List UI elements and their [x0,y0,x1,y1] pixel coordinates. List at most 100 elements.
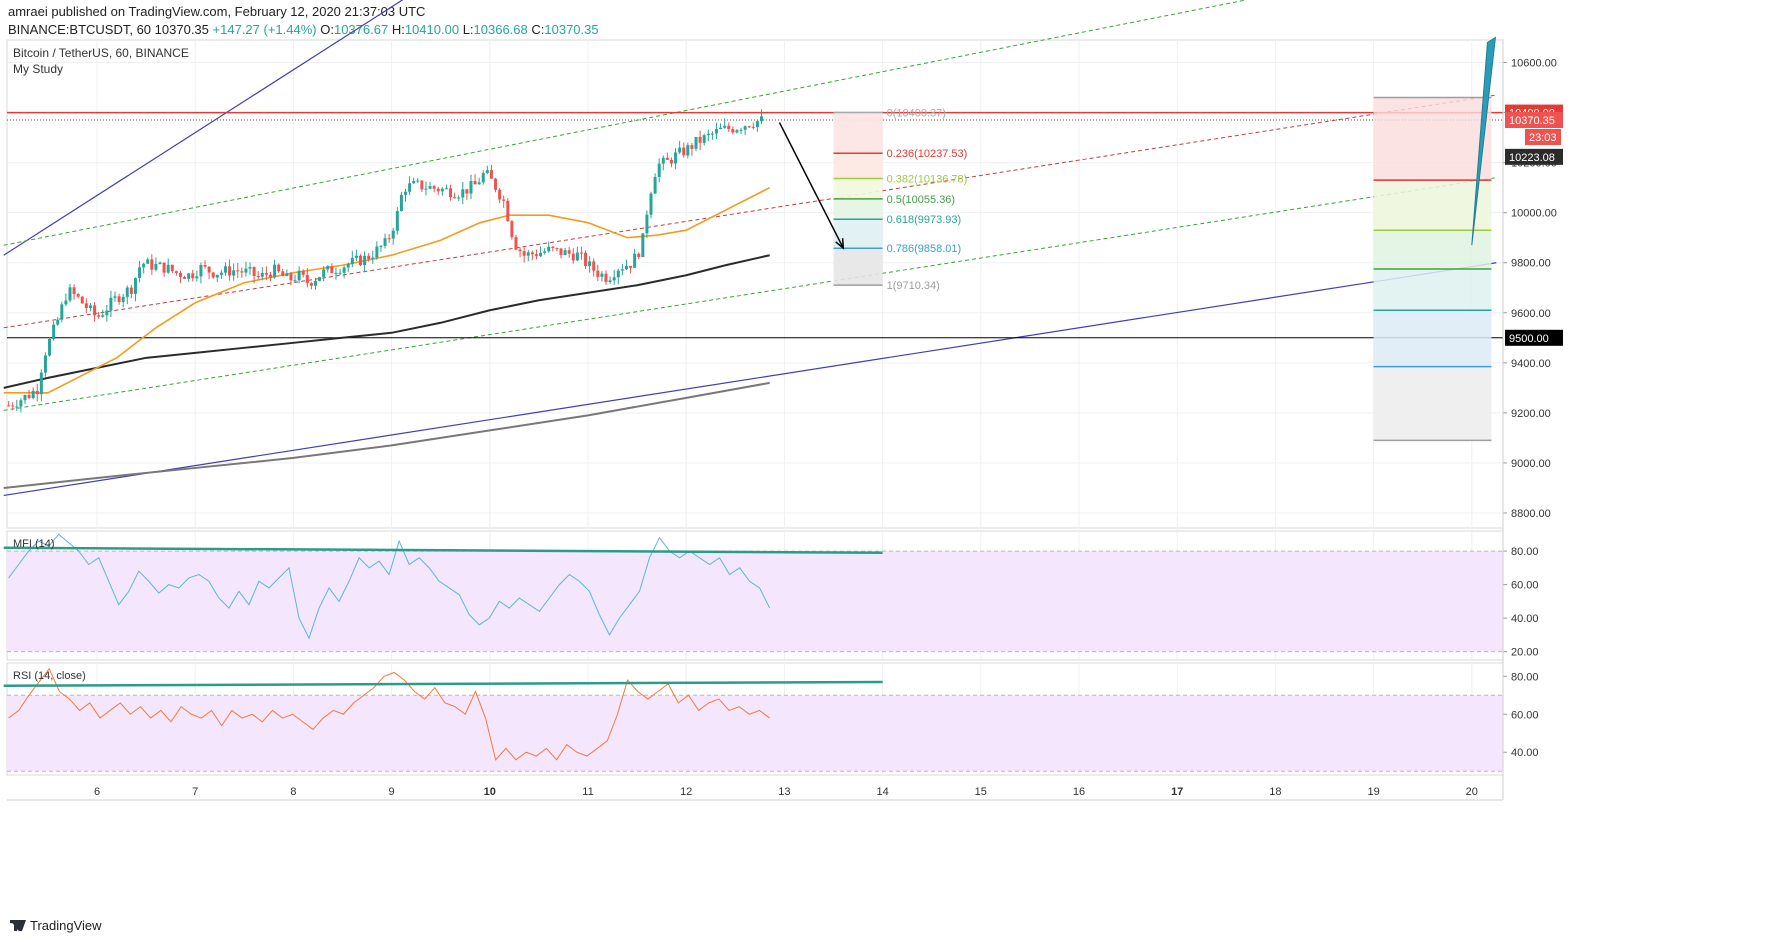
close-label: C: [531,22,545,37]
x-tick-label: 19 [1367,786,1379,798]
candle-body [588,261,592,267]
candle-body [645,214,649,234]
candle-body [494,178,498,190]
candle-body [469,181,473,194]
candle-body [453,197,457,199]
candle-body [678,147,682,153]
candle-body [211,272,215,278]
candle-body [596,270,600,277]
candle-body [526,252,530,256]
candle-body [133,278,137,294]
fib-zone [833,112,883,154]
candle-body [751,126,755,128]
candle-body [653,177,657,194]
candle-body [731,129,735,133]
rsi-y-tick-label: 40.00 [1511,747,1539,759]
candle-body [387,238,391,240]
candle-body [154,264,158,270]
price-label-bg [1505,329,1563,346]
candle-body [342,267,346,273]
candle-body [440,188,444,192]
x-tick-label: 11 [582,786,593,798]
candle-body [608,280,612,283]
candle-body [579,252,583,254]
fib-zone [833,248,883,286]
candle-body [80,296,84,304]
candle-body [142,263,146,268]
candle-body [559,248,563,256]
candle-body [322,269,326,278]
pane-frame-0 [6,39,1504,529]
candle-body [649,193,653,215]
candle-body [604,273,608,283]
candle-body [97,315,101,317]
y-tick-label: 9200.00 [1511,408,1551,420]
mfi-y-tick-label: 80.00 [1511,546,1539,558]
rsi-y-tick-label: 60.00 [1511,709,1539,721]
high-value: 10410.00 [404,22,460,37]
candle-body [289,273,293,281]
candle-body [219,272,223,275]
candle-body [530,252,534,255]
high-label: H: [391,22,405,37]
mfi-title: MFI (14) [13,538,55,550]
fib-level-label: 0(10400.37) [887,107,946,119]
candle-body [391,230,395,239]
candle-body [727,125,731,130]
candle-body [48,338,52,356]
price-label-bg [1525,128,1561,145]
candle-body [518,249,522,252]
position-stop-zone [1373,97,1492,181]
candle-body [117,296,121,303]
candle-body [350,257,354,265]
candle-body [489,170,493,179]
forecast-arrow [778,122,844,249]
rsi-title: RSI (14, close) [13,670,86,682]
candle-body [506,200,510,222]
channel-green-dashed [3,0,1247,246]
candle-body [121,296,125,303]
candle-body [473,181,477,185]
candle-body [301,270,305,275]
price-label-text: 10370.35 [1509,115,1555,127]
candle-body [68,287,72,301]
candle-body [203,265,207,267]
candle-body [539,252,543,257]
candle-body [305,274,309,284]
candle-body [285,273,289,277]
tradingview-brand[interactable]: TradingView [10,918,102,933]
position-target-zone [1373,180,1492,231]
candle-body [759,116,763,122]
candle-body [297,270,301,281]
candle-body [404,191,408,195]
position-target-zone [1373,230,1492,269]
y-tick-label: 9600.00 [1511,308,1551,320]
y-tick-label: 9400.00 [1511,358,1551,370]
mfi-y-tick-label: 20.00 [1511,647,1539,659]
candle-body [15,406,19,408]
publisher-line: amraei published on TradingView.com, Feb… [8,4,426,19]
candle-body [555,248,559,250]
fib-level-label: 0.236(10237.53) [887,148,968,160]
candle-body [256,275,260,277]
candle-body [72,287,76,294]
candle-body [105,310,109,316]
candle-body [244,268,248,273]
candle-body [567,250,571,254]
candle-body [428,186,432,189]
candle-body [367,255,371,260]
candle-body [187,273,191,279]
x-tick-label: 16 [1073,786,1085,798]
candle-body [600,273,604,277]
candle-body [612,277,616,281]
candle-body [354,255,358,258]
candle-body [444,188,448,190]
candle-body [76,293,80,297]
price-label-bg [1505,148,1563,165]
candle-body [52,324,56,339]
candle-body [424,188,428,190]
candle-body [260,272,264,277]
x-tick-label: 14 [876,786,888,798]
candle-body [416,180,420,182]
